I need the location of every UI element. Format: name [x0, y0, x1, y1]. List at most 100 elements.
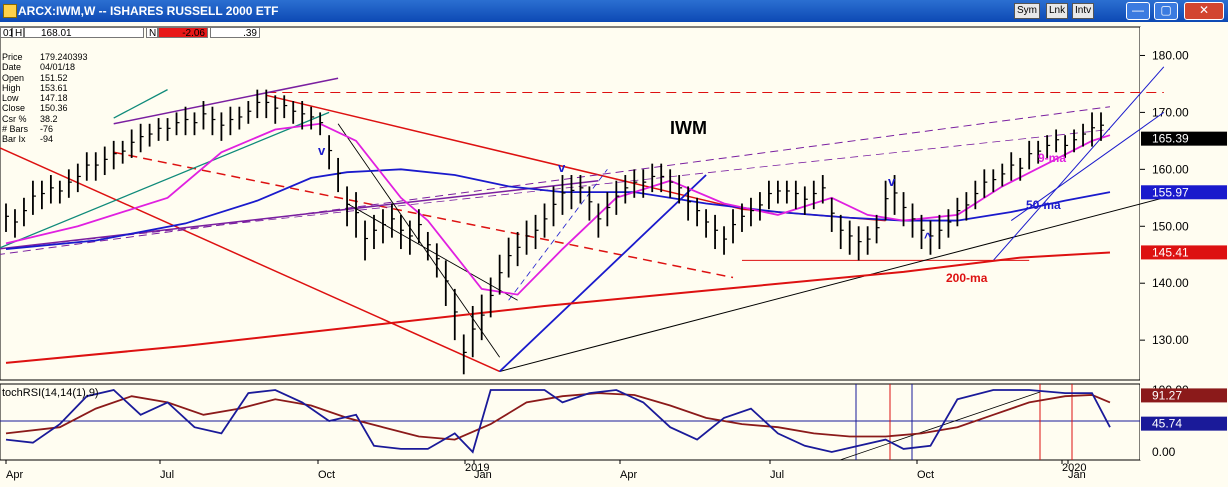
stat-label: High — [2, 82, 21, 93]
sym-button[interactable]: Sym — [1014, 3, 1040, 19]
y-tick-label: 160.00 — [1152, 162, 1189, 176]
stoch-trendline — [839, 391, 1041, 461]
stat-value: 153.61 — [40, 82, 68, 93]
stat-value: -76 — [40, 124, 54, 135]
stat-value: 04/01/18 — [40, 62, 76, 73]
x-tick-label: Apr — [6, 469, 23, 481]
stoch-value-label: 45.74 — [1152, 417, 1182, 431]
maximize-icon: ▢ — [1160, 3, 1172, 17]
intv-button[interactable]: Intv — [1072, 3, 1095, 19]
ma50-label: 50-ma — [1026, 198, 1061, 212]
y-tick-label: 180.00 — [1152, 48, 1189, 62]
stoch-value-box — [1141, 388, 1227, 403]
window-title: ARCX:IWM,W -- ISHARES RUSSELL 2000 ETF — [18, 4, 279, 18]
blue-rally-line — [499, 174, 707, 373]
purple-channel-top — [113, 77, 339, 125]
close-button[interactable]: ✕ — [1184, 2, 1224, 20]
price-label-box — [1141, 131, 1227, 146]
ma200-line — [5, 251, 1111, 364]
intv-button-label: Intv — [1075, 5, 1092, 16]
blue-channel-upper — [992, 66, 1165, 261]
lnk-button-label: Lnk — [1049, 5, 1066, 16]
black-decline-inner — [346, 203, 518, 301]
x-tick-label: 2019 — [465, 462, 489, 474]
green-trend-lower — [0, 111, 330, 249]
x-tick-label: Oct — [318, 469, 335, 481]
y-tick-label: 170.00 — [1152, 105, 1189, 119]
stoch-value-label: 91.27 — [1152, 388, 1182, 402]
x-tick-label: Oct — [917, 469, 934, 481]
v-marker-2: v — [558, 160, 566, 175]
purple-dashed-upper — [0, 106, 1111, 255]
info-cell-1: H — [12, 27, 24, 39]
green-trend-upper — [113, 89, 168, 119]
window-titlebar: ARCX:IWM,W -- ISHARES RUSSELL 2000 ETF S… — [0, 0, 1228, 22]
caret-marker: ^ — [924, 230, 932, 245]
price-label-box — [1141, 185, 1227, 200]
x-tick-label: Apr — [620, 469, 637, 481]
purple-channel-bottom — [0, 179, 599, 250]
price-label-box — [1141, 245, 1227, 260]
blue-dashed-rally — [508, 169, 608, 301]
axis-area — [1140, 27, 1228, 460]
stat-value: 147.18 — [40, 93, 68, 104]
ma9-label: 9-ma — [1038, 151, 1066, 165]
main-panel — [0, 26, 1141, 381]
red-channel-lower — [0, 147, 500, 373]
stat-row: Open 151.52 — [2, 73, 88, 83]
close-icon: ✕ — [1198, 3, 1210, 17]
app-icon — [3, 4, 17, 18]
info-cell-0: 01 — [0, 27, 14, 39]
stoch-signal-line — [5, 392, 1111, 441]
stat-label: Date — [2, 62, 22, 73]
stat-row: Low 147.18 — [2, 93, 88, 103]
v-marker-3: v — [888, 174, 896, 189]
bar-stats: Price 179.240393 Date 04/01/18 Open 151.52 Hig… — [2, 52, 88, 145]
stat-row: # Bars -76 — [2, 124, 88, 134]
stat-value: 179.240393 — [40, 52, 88, 62]
stat-label: Low — [2, 93, 19, 104]
price-label: 155.97 — [1152, 185, 1189, 199]
info-cell-pct: .39 — [210, 27, 260, 39]
sym-button-label: Sym — [1017, 5, 1037, 16]
minimize-button[interactable]: — — [1126, 2, 1150, 20]
info-cell-change: -2.06 — [158, 27, 208, 39]
red-downtrend-upper — [266, 94, 743, 210]
x-tick-label: Jan — [474, 469, 492, 481]
stat-row: Bar Ix -94 — [2, 134, 88, 144]
black-long-uptrend — [499, 197, 1164, 372]
x-tick-label: Jul — [770, 469, 784, 481]
y-tick-label: 130.00 — [1152, 333, 1189, 347]
stat-value: 151.52 — [40, 72, 68, 83]
price-label: 145.41 — [1152, 245, 1189, 259]
x-tick-label: 2020 — [1062, 462, 1086, 474]
minimize-icon: — — [1132, 3, 1144, 17]
stat-label: Price — [2, 52, 23, 62]
ma200-label: 200-ma — [946, 271, 988, 285]
stat-value: 150.36 — [40, 103, 68, 114]
stat-label: Close — [2, 103, 26, 114]
stoch-title: tochRSI(14,14(1),9) — [2, 387, 99, 399]
stoch-rsi-line — [5, 389, 1111, 454]
stat-label: Bar Ix — [2, 134, 26, 145]
blue-channel-lower — [1010, 111, 1165, 221]
stat-label: # Bars — [2, 124, 29, 135]
info-cell-n: N — [146, 27, 158, 39]
stat-row: Price 179.240393 — [2, 52, 88, 62]
iwm-label: IWM — [670, 118, 707, 138]
stoch-value-box — [1141, 416, 1227, 431]
lnk-button[interactable]: Lnk — [1046, 3, 1069, 19]
y-tick-label: 140.00 — [1152, 276, 1189, 290]
maximize-button[interactable]: ▢ — [1154, 2, 1178, 20]
stat-row: Close 150.36 — [2, 103, 88, 113]
stat-row: Csr % 38.2 — [2, 114, 88, 124]
stat-value: 38.2 — [40, 113, 58, 124]
stat-row: Date 04/01/18 — [2, 62, 88, 72]
y-tick-label: 150.00 — [1152, 219, 1189, 233]
stat-value: -94 — [40, 134, 54, 145]
red-dashed-midline — [113, 151, 734, 279]
price-label: 165.39 — [1152, 132, 1189, 146]
v-marker-1: v — [318, 143, 326, 158]
price-chart: 130.00 140.00 150.00 160.00 170.00 180.00 Apr J… — [0, 26, 1228, 481]
stat-label: Open — [2, 72, 25, 83]
